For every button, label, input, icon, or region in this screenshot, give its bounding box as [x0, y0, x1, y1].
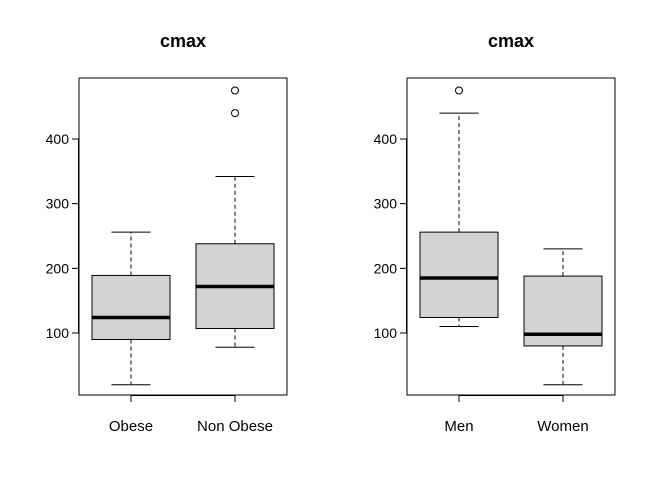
- x-tick-label: Women: [537, 418, 588, 435]
- outlier-point: [231, 109, 239, 118]
- box: [91, 274, 171, 340]
- outlier-point: [455, 86, 463, 95]
- box: [419, 231, 499, 318]
- y-tick-label: 200: [374, 260, 398, 276]
- outlier-point: [231, 86, 239, 95]
- x-tick-label: Non Obese: [197, 418, 273, 435]
- y-tick-label: 300: [374, 196, 398, 212]
- y-tick-label: 400: [46, 131, 70, 147]
- chart-title: cmax: [488, 31, 534, 51]
- x-tick-label: Obese: [109, 418, 153, 435]
- right-panel: cmax 100 200 300 400 Men Women: [374, 31, 616, 435]
- y-tick-label: 100: [374, 325, 398, 341]
- left-panel: cmax 100 200 300 400 Obese Non Obese: [46, 31, 288, 435]
- chart-title: cmax: [160, 31, 206, 51]
- x-tick-label: Men: [444, 418, 473, 435]
- y-tick-label: 200: [46, 260, 70, 276]
- y-tick-label: 300: [46, 196, 70, 212]
- y-tick-label: 400: [374, 131, 398, 147]
- plot-frame: [78, 77, 288, 396]
- y-tick-label: 100: [46, 325, 70, 341]
